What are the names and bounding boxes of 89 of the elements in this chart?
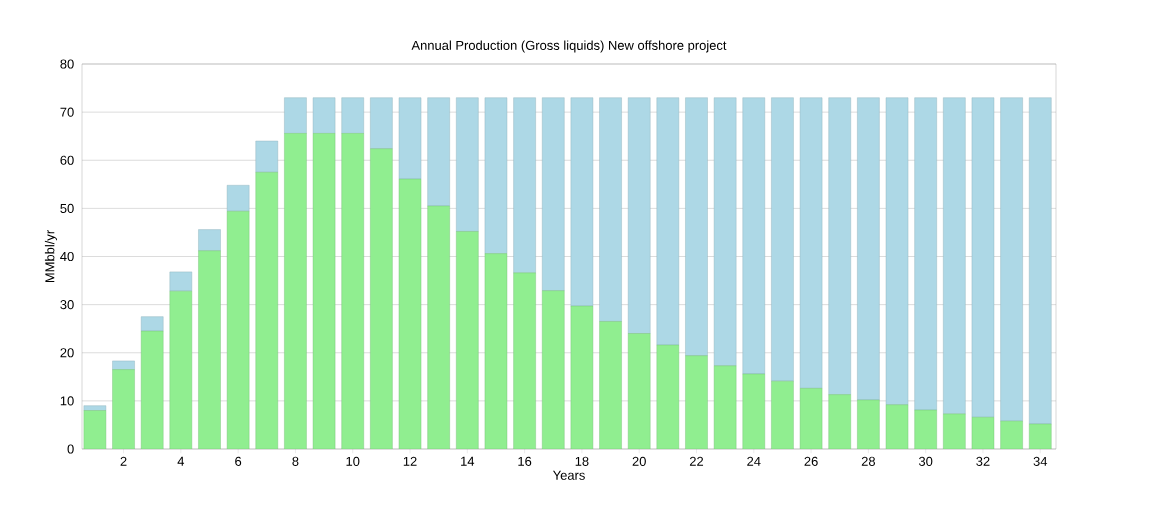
bar xyxy=(83,405,107,411)
bar xyxy=(370,97,393,149)
chart-title: Annual Production (Gross liquids) New offshore project xyxy=(411,40,727,53)
bar xyxy=(542,97,565,291)
bar xyxy=(427,205,450,449)
bar xyxy=(828,97,851,395)
bar xyxy=(484,97,508,254)
bar xyxy=(398,97,422,180)
bar xyxy=(857,399,880,449)
bar xyxy=(112,369,135,449)
bar xyxy=(771,381,794,449)
x-axis-title: Years xyxy=(552,470,585,480)
bar xyxy=(112,360,135,370)
x-tick-label: 4 xyxy=(177,456,185,466)
bar xyxy=(656,97,680,346)
x-tick-label: 20 xyxy=(632,456,646,466)
bar xyxy=(714,365,737,449)
bar xyxy=(685,355,708,449)
x-tick-label: 32 xyxy=(976,456,990,466)
bar xyxy=(885,97,909,405)
bar xyxy=(370,148,393,449)
y-tick-label: 80 xyxy=(60,59,74,69)
bar xyxy=(284,97,307,134)
bar xyxy=(513,97,536,274)
bar xyxy=(599,97,622,322)
y-tick-label: 60 xyxy=(60,155,74,165)
x-tick-label: 26 xyxy=(804,456,818,466)
x-tick-label: 30 xyxy=(918,456,933,466)
y-tick-label: 20 xyxy=(60,348,74,358)
bar xyxy=(857,97,880,401)
bar xyxy=(742,373,765,449)
x-tick-label: 16 xyxy=(518,456,532,466)
bar xyxy=(456,231,479,449)
x-tick-label: 34 xyxy=(1033,456,1048,466)
bar xyxy=(169,271,193,292)
y-tick-label: 40 xyxy=(60,251,74,262)
y-tick-label: 10 xyxy=(60,396,74,406)
x-tick-label: 12 xyxy=(403,456,417,466)
bar xyxy=(628,333,651,449)
bar xyxy=(427,97,450,207)
bar xyxy=(140,316,164,332)
x-tick-label: 28 xyxy=(861,456,876,466)
bar xyxy=(914,410,937,449)
bar xyxy=(255,140,278,173)
bar xyxy=(513,272,536,449)
bar xyxy=(1029,97,1052,425)
bar xyxy=(226,185,250,212)
bar xyxy=(284,133,307,449)
bar xyxy=(627,97,651,334)
y-tick-label: 50 xyxy=(60,203,74,213)
bar xyxy=(656,345,679,449)
y-tick-label: 70 xyxy=(60,107,74,117)
bar xyxy=(570,97,594,307)
bar xyxy=(971,97,995,418)
bar xyxy=(713,97,737,366)
bar xyxy=(742,97,766,375)
x-tick-label: 6 xyxy=(235,456,242,466)
x-tick-label: 10 xyxy=(346,456,360,466)
bar xyxy=(341,133,364,449)
bar xyxy=(828,394,851,449)
bar xyxy=(685,97,708,356)
bar xyxy=(398,179,422,449)
bar xyxy=(542,290,565,449)
bar xyxy=(771,97,794,382)
bar xyxy=(914,97,937,411)
bar xyxy=(312,97,336,134)
x-tick-label: 2 xyxy=(120,456,127,466)
bar xyxy=(169,291,192,449)
bar xyxy=(313,133,336,449)
x-tick-label: 18 xyxy=(575,456,589,466)
x-tick-label: 8 xyxy=(292,456,299,466)
x-tick-label: 24 xyxy=(747,456,761,466)
y-axis-title: MMbbl/yr xyxy=(44,230,57,283)
bar xyxy=(198,229,221,251)
bar xyxy=(227,211,250,449)
y-tick-label: 30 xyxy=(60,300,74,310)
bar xyxy=(198,250,221,449)
bar xyxy=(456,97,479,232)
bar xyxy=(1000,97,1023,422)
bar xyxy=(599,321,622,449)
x-tick-label: 22 xyxy=(689,456,704,466)
bar xyxy=(341,97,364,134)
bar xyxy=(484,253,507,449)
bar xyxy=(255,172,278,449)
bar xyxy=(141,331,164,449)
x-tick-label: 14 xyxy=(461,456,475,466)
bar xyxy=(943,97,966,415)
bar xyxy=(799,97,823,389)
y-tick-label: 0 xyxy=(67,444,74,454)
